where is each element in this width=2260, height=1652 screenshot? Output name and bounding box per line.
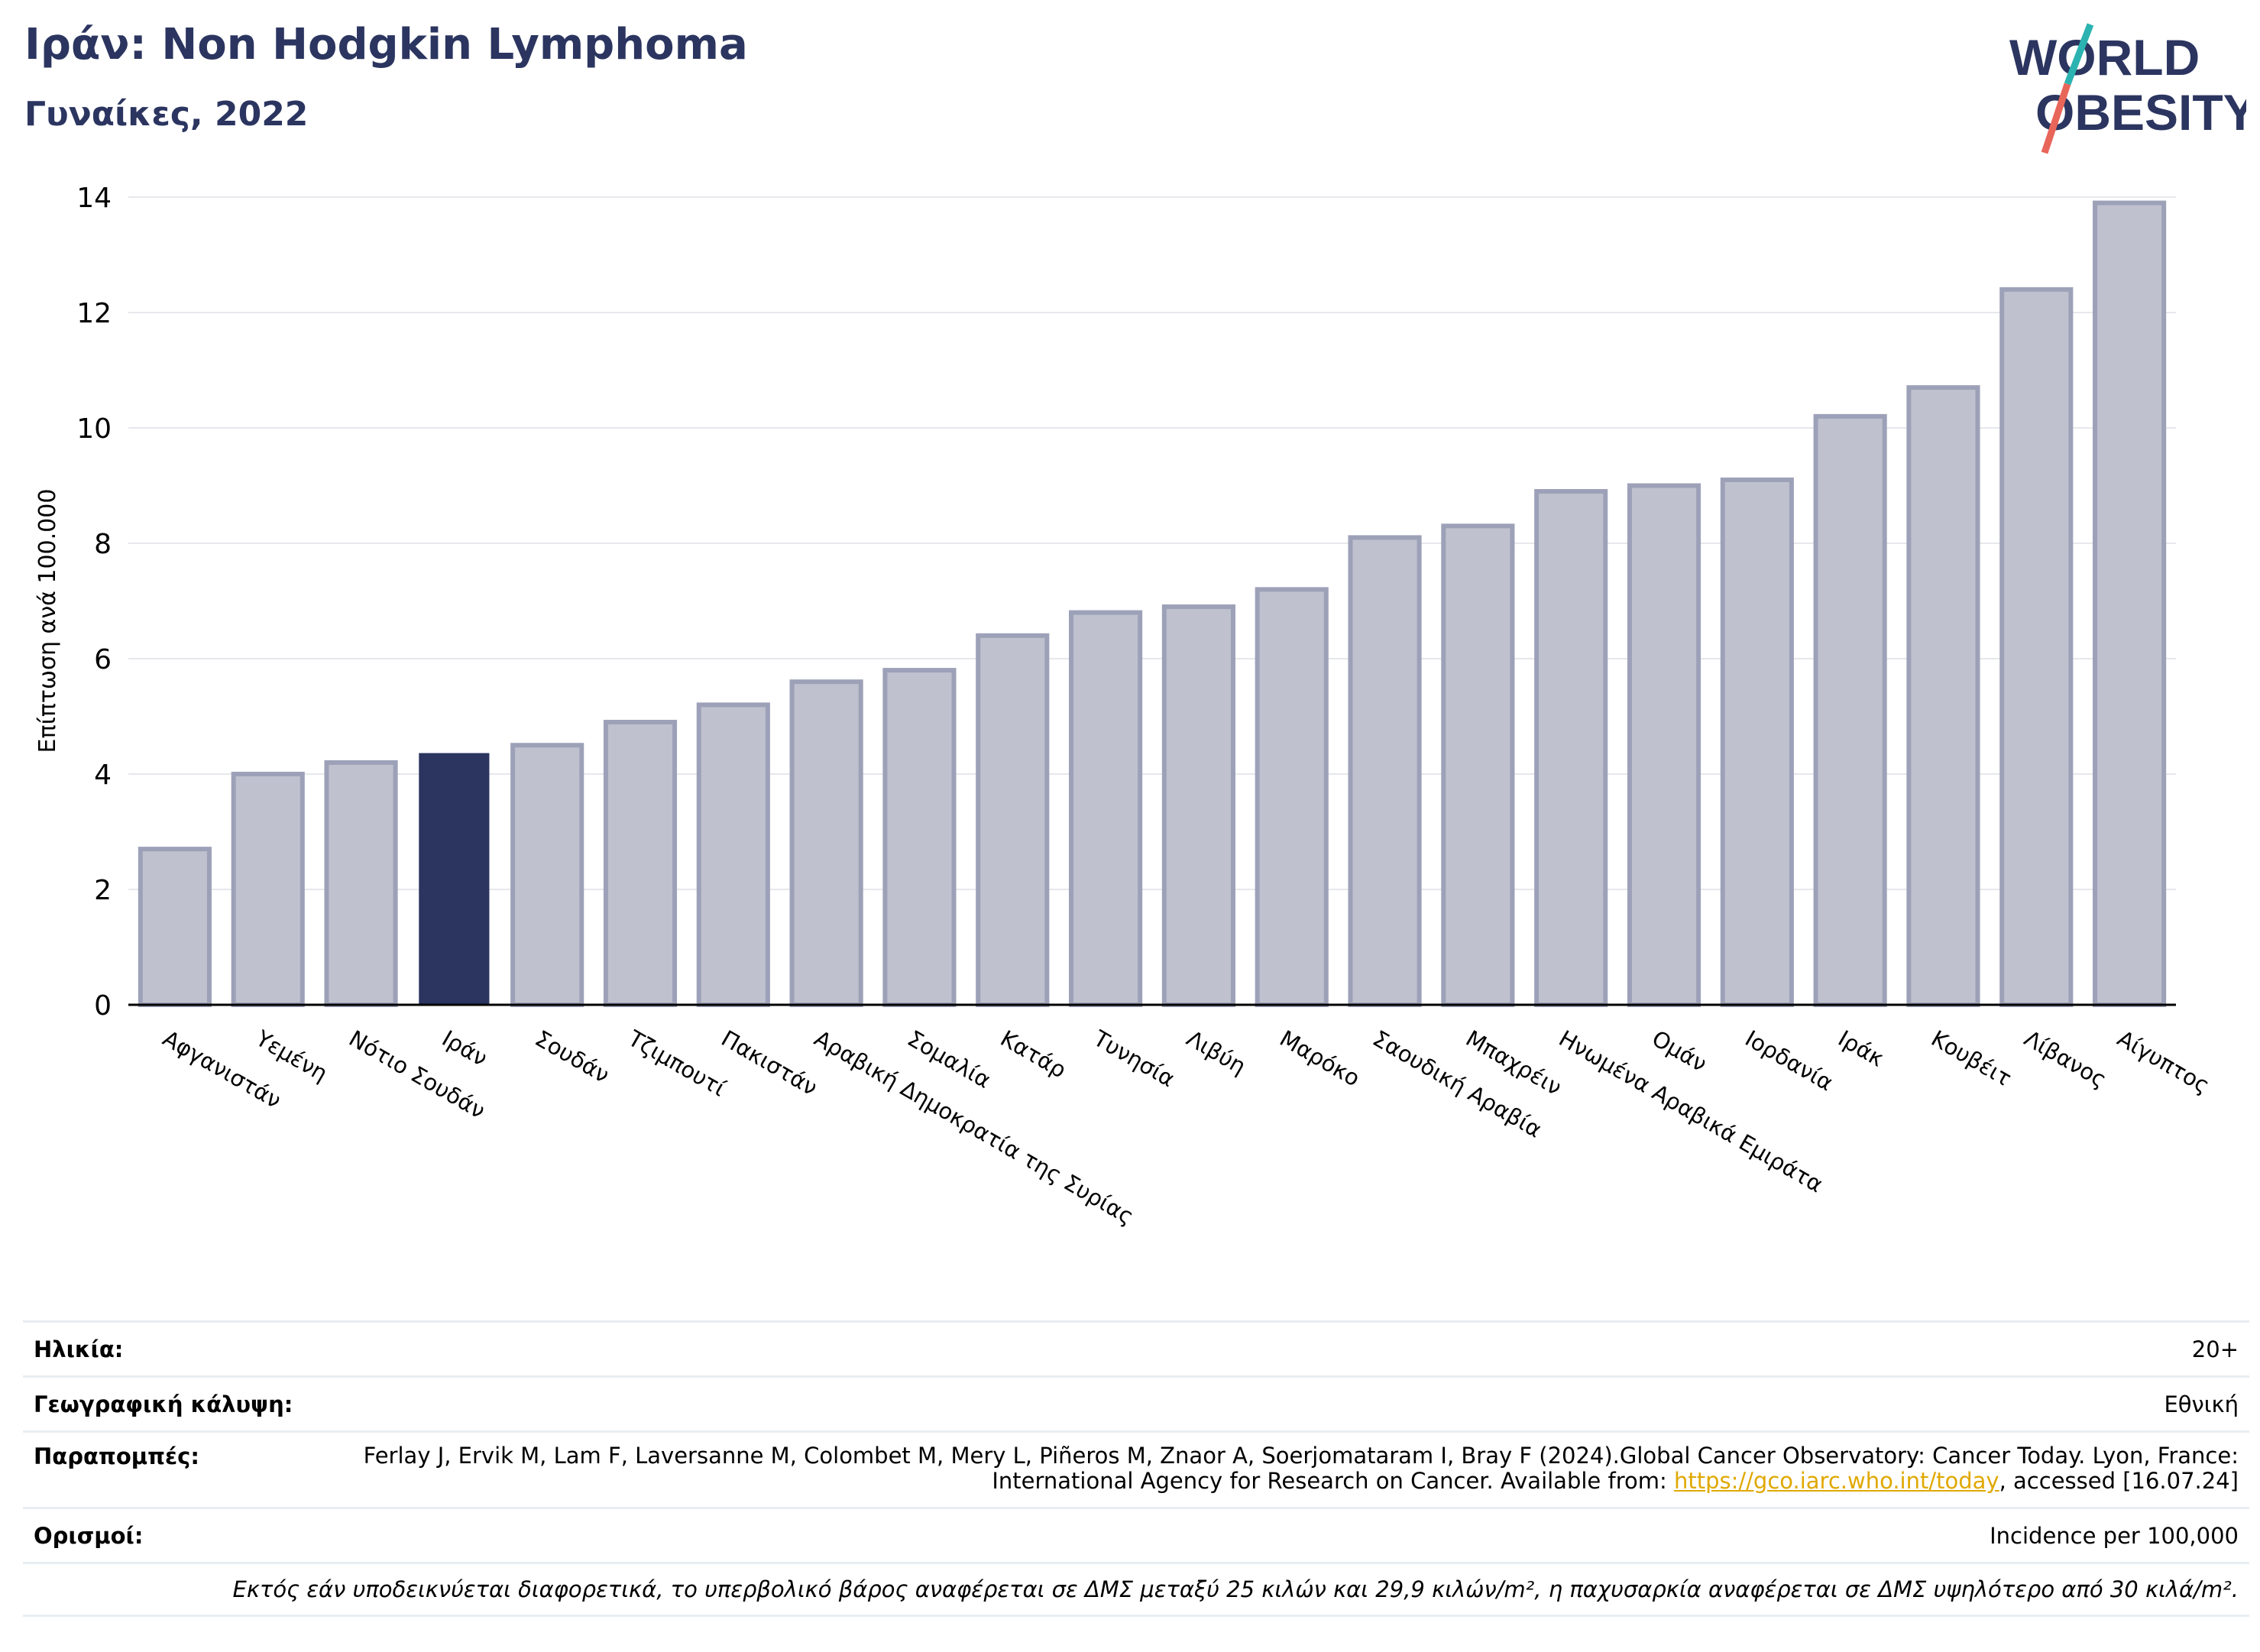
x-tick-label: Λίβανος bbox=[2020, 1025, 2111, 1093]
meta-row-definitions: Ορισμοί: Incidence per 100,000 bbox=[23, 1507, 2249, 1562]
definitions-value: Incidence per 100,000 bbox=[1990, 1522, 2239, 1549]
meta-row-age: Ηλικία: 20+ bbox=[23, 1320, 2249, 1375]
bar bbox=[1813, 413, 1887, 1007]
y-axis-label: Επίπτωση ανά 100.000 bbox=[34, 489, 61, 753]
references-text: Ferlay J, Ervik M, Lam F, Laversanne M, … bbox=[252, 1443, 2239, 1494]
logo-slash-teal bbox=[2064, 23, 2094, 86]
chart-subtitle: Γυναίκες, 2022 bbox=[24, 95, 309, 134]
meta-row-geo: Γεωγραφική κάλυψη: Εθνική bbox=[23, 1375, 2249, 1430]
x-tick-label: Τυνησία bbox=[1089, 1025, 1180, 1092]
logo-slash-red bbox=[2041, 83, 2071, 154]
bar bbox=[789, 679, 863, 1007]
x-tick-label: Πακιστάν bbox=[717, 1025, 821, 1101]
bars bbox=[138, 200, 2167, 1008]
x-tick-label: Ιορδανία bbox=[1740, 1025, 1837, 1096]
geo-label: Γεωγραφική κάλυψη: bbox=[34, 1391, 293, 1417]
x-tick-label: Αίγυπτος bbox=[2113, 1025, 2214, 1099]
bar bbox=[696, 702, 770, 1008]
bar bbox=[2093, 200, 2167, 1007]
logo-line-2: OBESITY bbox=[2035, 84, 2246, 141]
x-tick-label: Μαρόκο bbox=[1275, 1025, 1365, 1092]
x-tick-label: Λιβύη bbox=[1182, 1025, 1250, 1080]
y-tick-label: 12 bbox=[76, 298, 112, 329]
bar bbox=[1720, 477, 1794, 1007]
bar bbox=[1348, 535, 1422, 1007]
age-value: 20+ bbox=[2191, 1336, 2239, 1362]
y-tick-labels: 0 2 4 6 8 10 12 14 bbox=[76, 183, 112, 1022]
bar bbox=[1999, 287, 2074, 1007]
x-tick-label: Ομάν bbox=[1648, 1025, 1711, 1077]
bar bbox=[138, 847, 212, 1008]
x-tick-label: Αραβική Δημοκρατία της Συρίας bbox=[810, 1025, 1138, 1230]
bar bbox=[603, 720, 678, 1007]
x-tick-label: Σουδάν bbox=[531, 1025, 614, 1088]
bar bbox=[976, 633, 1050, 1007]
bar bbox=[1069, 610, 1143, 1007]
references-text-tail: , accessed [16.07.24] bbox=[1999, 1468, 2239, 1494]
x-tick-label: Σαουδική Αραβία bbox=[1368, 1025, 1546, 1143]
age-label: Ηλικία: bbox=[34, 1336, 124, 1362]
y-tick-label: 2 bbox=[94, 875, 112, 906]
chart-title: Ιράν: Non Hodgkin Lymphoma bbox=[24, 20, 748, 70]
world-obesity-logo: WORLD OBESITY bbox=[2009, 23, 2246, 154]
x-tick-label: Ιράν bbox=[438, 1025, 492, 1072]
bar bbox=[1255, 587, 1329, 1007]
x-tick-label: Κατάρ bbox=[996, 1025, 1071, 1084]
references-link[interactable]: https://gco.iarc.who.int/today bbox=[1673, 1468, 1999, 1494]
references-label: Παραπομπές: bbox=[34, 1443, 199, 1469]
definitions-label: Ορισμοί: bbox=[34, 1522, 144, 1549]
bar bbox=[1441, 523, 1515, 1007]
x-tick-label: Κουβέιτ bbox=[1927, 1025, 2016, 1092]
bar bbox=[510, 743, 584, 1007]
footnote-text: Εκτός εάν υποδεικνύεται διαφορετικά, το … bbox=[232, 1576, 2239, 1602]
references-text-main: Ferlay J, Ervik M, Lam F, Laversanne M, … bbox=[363, 1443, 2239, 1494]
bar bbox=[882, 668, 957, 1007]
y-tick-label: 6 bbox=[94, 644, 112, 675]
bar bbox=[1161, 604, 1235, 1007]
y-tick-label: 8 bbox=[94, 529, 112, 560]
metadata-table: Ηλικία: 20+ Γεωγραφική κάλυψη: Εθνική Πα… bbox=[23, 1320, 2249, 1617]
meta-row-references: Παραπομπές: Ferlay J, Ervik M, Lam F, La… bbox=[23, 1430, 2249, 1507]
bar bbox=[419, 753, 490, 1006]
bar bbox=[1906, 385, 1980, 1007]
meta-row-note: Εκτός εάν υποδεικνύεται διαφορετικά, το … bbox=[23, 1562, 2249, 1617]
bar bbox=[1534, 489, 1608, 1007]
y-tick-label: 14 bbox=[76, 183, 112, 214]
y-tick-label: 4 bbox=[94, 760, 112, 791]
bar bbox=[1627, 483, 1701, 1007]
bar bbox=[324, 760, 398, 1008]
x-tick-label: Τζιμπουτί bbox=[623, 1025, 730, 1102]
y-tick-label: 10 bbox=[76, 413, 112, 445]
bar bbox=[231, 772, 305, 1007]
logo-line-1: WORLD bbox=[2009, 29, 2200, 86]
y-tick-label: 0 bbox=[94, 990, 112, 1022]
geo-value: Εθνική bbox=[2164, 1391, 2239, 1417]
x-tick-label: Ιράκ bbox=[1834, 1025, 1889, 1072]
